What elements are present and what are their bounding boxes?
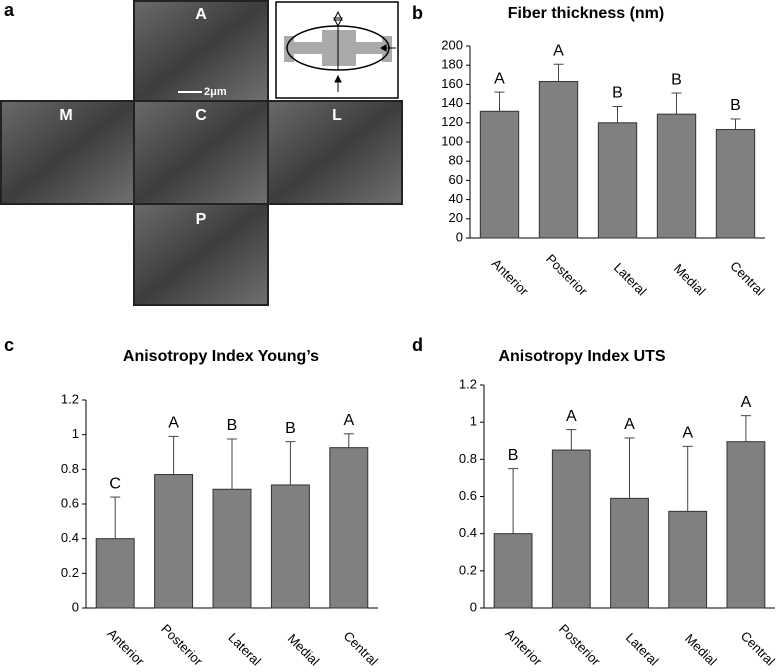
micrograph-label: M (59, 107, 72, 124)
y-tick-label: 0.8 (459, 451, 477, 466)
chart-title: Fiber thickness (nm) (508, 5, 664, 22)
significance-letter: B (285, 420, 296, 437)
y-tick-label: 20 (449, 210, 463, 225)
diagram-strip (284, 36, 294, 62)
significance-letter: B (730, 97, 741, 114)
x-tick-label: Lateral (225, 630, 264, 669)
significance-letter: A (741, 394, 752, 411)
micrographs: A M C L P 2μm (0, 0, 403, 306)
x-tick-label: Lateral (611, 260, 650, 299)
x-tick-label: Anterior (502, 626, 545, 669)
significance-letter: A (494, 70, 505, 87)
bar (329, 447, 369, 609)
x-tick-label: Medial (671, 261, 709, 299)
bar (726, 441, 766, 609)
micrograph-l (267, 100, 403, 205)
x-tick-label: Central (727, 258, 767, 298)
significance-letter: A (343, 412, 354, 429)
x-tick-label: Posterior (158, 621, 206, 669)
diagram-strip (382, 36, 392, 62)
diagram-strip (322, 30, 356, 66)
significance-letter: A (624, 416, 635, 433)
panel-label: c (4, 335, 14, 355)
x-tick-label: Posterior (543, 251, 591, 299)
significance-letter: B (612, 85, 623, 102)
significance-letter: B (227, 417, 238, 434)
micrograph-a (133, 0, 269, 102)
bar (610, 497, 649, 609)
x-tick-label: Anterior (489, 256, 532, 299)
panel-label: a (4, 0, 15, 20)
x-tick-label: Lateral (623, 630, 662, 669)
y-tick-label: 0 (456, 229, 463, 244)
y-tick-label: 0.4 (61, 530, 79, 545)
significance-letter: A (682, 425, 693, 442)
y-tick-label: 0.6 (459, 488, 477, 503)
y-tick-label: 0 (470, 599, 477, 614)
micrograph-label: P (196, 211, 207, 228)
x-tick-label: Posterior (556, 621, 604, 669)
arrow (334, 74, 342, 92)
y-tick-label: 0.8 (61, 461, 79, 476)
orientation-diagram (275, 1, 399, 99)
y-tick-label: 60 (449, 172, 463, 187)
bar (715, 129, 756, 239)
panel-label: b (412, 3, 423, 23)
y-tick-label: 1 (470, 414, 477, 429)
y-tick-label: 1 (72, 426, 79, 441)
x-tick-label: Medial (285, 631, 323, 669)
micrograph-label: C (195, 107, 207, 124)
y-tick-label: 0.2 (61, 565, 79, 580)
y-tick-label: 0 (72, 599, 79, 614)
significance-letter: A (553, 42, 564, 59)
x-tick-label: Central (341, 628, 381, 668)
y-tick-label: 140 (441, 95, 463, 110)
bar (479, 110, 520, 239)
bar (95, 538, 135, 609)
y-tick-label: 40 (449, 191, 463, 206)
micrograph-m (0, 100, 135, 205)
y-tick-label: 0.2 (459, 562, 477, 577)
y-tick-label: 1.2 (459, 376, 477, 391)
significance-letter: A (168, 415, 179, 432)
y-tick-label: 80 (449, 153, 463, 168)
star (333, 10, 343, 28)
micrograph-label: L (332, 107, 342, 124)
y-tick-label: 160 (441, 76, 463, 91)
chart-title: Anisotropy Index UTS (498, 348, 665, 365)
micrograph-c (133, 100, 269, 205)
y-tick-label: 200 (441, 37, 463, 52)
bar (212, 488, 252, 609)
bar (668, 510, 708, 609)
panel-label: d (412, 335, 423, 355)
y-tick-label: 120 (441, 114, 463, 129)
x-tick-label: Central (738, 628, 777, 668)
bar (270, 484, 310, 609)
significance-letter: A (566, 408, 577, 425)
chart-title: Anisotropy Index Young’s (123, 348, 319, 365)
micrograph-p (133, 203, 269, 306)
bar (493, 533, 533, 609)
significance-letter: C (109, 475, 121, 492)
arrow (380, 44, 396, 52)
y-tick-label: 100 (441, 133, 463, 148)
bar (538, 81, 579, 239)
y-tick-label: 180 (441, 57, 463, 72)
micrograph-label: A (195, 6, 207, 23)
significance-letter: B (671, 71, 682, 88)
bar (656, 113, 697, 239)
bar (154, 474, 194, 609)
scale-bar-label: 2μm (204, 86, 227, 98)
significance-letter: B (508, 447, 519, 464)
bar (551, 449, 591, 609)
y-tick-label: 0.6 (61, 495, 79, 510)
x-tick-label: Anterior (104, 626, 147, 669)
y-tick-label: 1.2 (61, 391, 79, 406)
x-tick-label: Medial (682, 631, 720, 669)
bar (597, 122, 638, 239)
y-tick-label: 0.4 (459, 525, 477, 540)
